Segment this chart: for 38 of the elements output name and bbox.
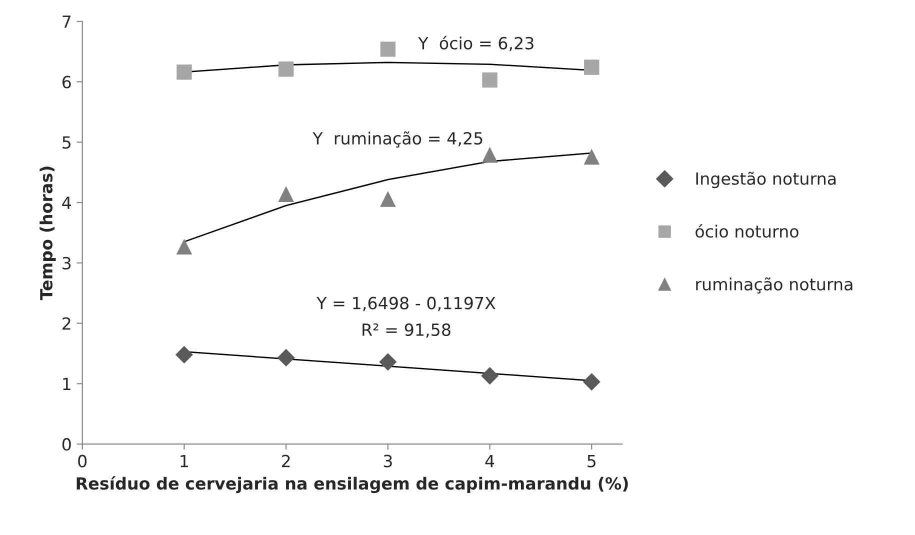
y-tick-label: 1 — [63, 378, 70, 390]
y-tick-label: 3 — [62, 256, 71, 270]
x-axis-title: Resíduo de cervejaria na ensilagem de capim-marandu (%) — [76, 476, 628, 494]
y-axis-title: Tempo (horas) — [40, 166, 56, 300]
legend-label: ruminação noturna — [696, 277, 852, 294]
point — [277, 348, 295, 366]
point — [278, 186, 294, 202]
y-tick-label: 7 — [62, 16, 71, 28]
legend-label: Ingestão noturna — [696, 172, 836, 188]
x-tick-label: 0 — [78, 454, 87, 468]
legend-label: ócio noturno — [696, 224, 798, 238]
x-tick-label: 4 — [485, 454, 494, 468]
point — [278, 61, 294, 77]
point — [175, 346, 193, 364]
point — [482, 72, 498, 88]
y-tick-label: 0 — [62, 438, 71, 451]
point — [584, 148, 600, 165]
annotation: Y ruminação = 4,25 — [312, 131, 482, 148]
y-tick-label: 5 — [62, 136, 70, 149]
y-tick-label: 2 — [62, 317, 70, 330]
point — [482, 146, 498, 163]
x-tick-label: 1 — [180, 454, 188, 468]
point — [380, 42, 396, 57]
annotation: R² = 91,58 — [362, 323, 450, 338]
point — [582, 373, 600, 391]
y-tick-label: 4 — [62, 196, 71, 209]
point — [481, 367, 499, 385]
x-tick-label: 3 — [384, 454, 392, 468]
point — [379, 353, 397, 371]
y-tick-label: 6 — [62, 76, 71, 88]
x-tick-label: 5 — [588, 454, 596, 468]
point — [176, 64, 192, 80]
x-tick-label: 2 — [282, 454, 290, 468]
annotation: Y ócio = 6,23 — [418, 36, 534, 52]
point — [380, 190, 396, 207]
point — [176, 238, 192, 255]
point — [584, 60, 600, 75]
annotation: Y = 1,6498 - 0,1197X — [316, 296, 496, 312]
